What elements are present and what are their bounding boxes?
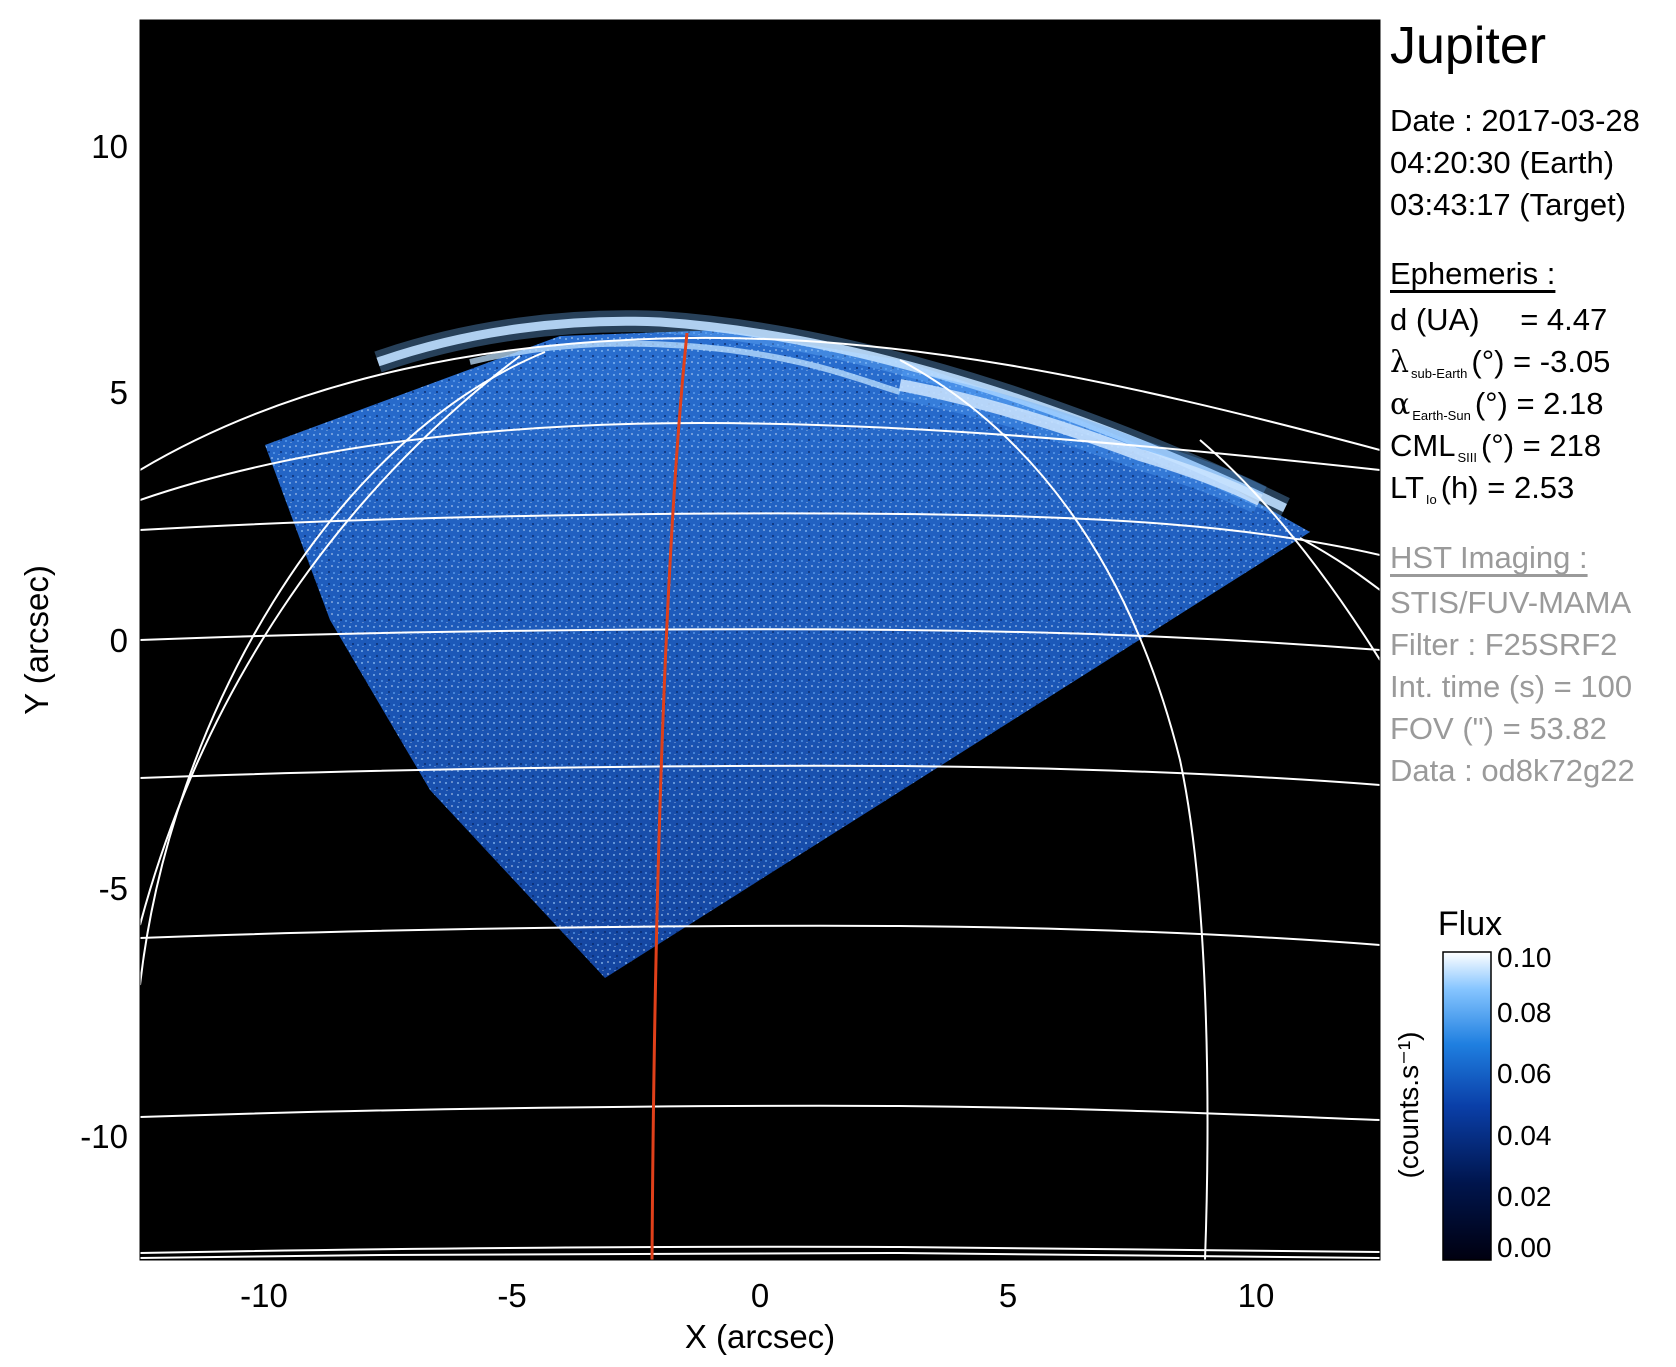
- lambda-subscript: sub-Earth: [1411, 366, 1468, 381]
- lt-subscript: Io: [1425, 492, 1437, 507]
- colorbar-tick-label: 0.10: [1497, 942, 1552, 973]
- colorbar-title: Flux: [1438, 905, 1502, 943]
- x-tick-label: 0: [751, 1277, 769, 1314]
- ephemeris-local-time: LT Io (h) = 2.53: [1390, 470, 1575, 507]
- x-tick-label: -5: [497, 1277, 526, 1314]
- hst-fov: FOV (") = 53.82: [1390, 711, 1607, 746]
- aurora-inner-arc: [898, 379, 1263, 506]
- y-tick-label: 10: [91, 128, 128, 165]
- ephemeris-latitude: λ sub-Earth (°) = -3.05: [1390, 344, 1611, 381]
- target-title: Jupiter: [1390, 17, 1547, 75]
- ephemeris-cml: CML SIII (°) = 218: [1390, 428, 1602, 465]
- y-tick-label: 0: [110, 622, 128, 659]
- hst-instrument: STIS/FUV-MAMA: [1390, 585, 1632, 620]
- lt-label: LT: [1390, 470, 1424, 505]
- x-axis-label: X (arcsec): [685, 1318, 835, 1355]
- earth-time: 04:20:30 (Earth): [1390, 145, 1615, 180]
- y-axis-label: Y (arcsec): [18, 565, 55, 715]
- hst-heading: HST Imaging :: [1390, 540, 1588, 575]
- y-tick-label: -5: [99, 870, 128, 907]
- x-tick-label: -10: [240, 1277, 288, 1314]
- colorbar: [1442, 951, 1492, 1261]
- colorbar-tick-label: 0.00: [1497, 1232, 1552, 1263]
- x-ticks: -10 -5 0 5 10: [240, 1277, 1274, 1314]
- hst-filter: Filter : F25SRF2: [1390, 627, 1618, 662]
- info-panel: Jupiter Date : 2017-03-28 04:20:30 (Eart…: [1390, 0, 1676, 1367]
- colorbar-tick-label: 0.04: [1497, 1120, 1552, 1151]
- alpha-subscript: Earth-Sun: [1412, 408, 1471, 423]
- y-ticks: 10 5 0 -5 -10: [80, 128, 128, 1155]
- y-tick-label: 5: [110, 374, 128, 411]
- date-line: Date : 2017-03-28: [1390, 103, 1640, 138]
- y-tick-label: -10: [80, 1118, 128, 1155]
- colorbar-unit-label: (counts.s⁻¹): [1393, 1031, 1424, 1178]
- lt-value: (h) = 2.53: [1440, 470, 1575, 505]
- x-tick-label: 5: [999, 1277, 1017, 1314]
- ephemeris-distance: d (UA) = 4.47: [1390, 302, 1607, 338]
- distance-value: = 4.47: [1520, 302, 1608, 337]
- x-tick-label: 10: [1238, 1277, 1275, 1314]
- target-time: 03:43:17 (Target): [1390, 187, 1627, 222]
- colorbar-tick-label: 0.08: [1497, 997, 1552, 1028]
- aurora-inner-arc-glow: [897, 370, 1267, 514]
- fov-noise: [265, 330, 1310, 978]
- hst-int-time: Int. time (s) = 100: [1390, 669, 1633, 704]
- cml-value: (°) = 218: [1480, 428, 1602, 463]
- longitude-grid: [140, 351, 1380, 1260]
- distance-label: d (UA): [1390, 302, 1480, 337]
- ephemeris-phase: α Earth-Sun (°) = 2.18: [1390, 386, 1604, 423]
- lambda-symbol: λ: [1390, 345, 1410, 380]
- hst-data-id: Data : od8k72g22: [1390, 753, 1635, 788]
- cml-label: CML: [1390, 428, 1456, 463]
- alpha-symbol: α: [1390, 387, 1411, 422]
- cml-subscript: SIII: [1457, 450, 1477, 465]
- colorbar-tick-label: 0.06: [1497, 1058, 1552, 1089]
- aurora-secondary-arc: [469, 340, 901, 395]
- latitude-grid: [140, 336, 1380, 1259]
- colorbar-ticks: 0.10 0.08 0.06 0.04 0.02 0.00: [1497, 942, 1552, 1263]
- ephemeris-heading: Ephemeris :: [1390, 256, 1556, 291]
- lambda-value: (°) = -3.05: [1471, 344, 1611, 379]
- colorbar-tick-label: 0.02: [1497, 1181, 1552, 1212]
- central-meridian: [650, 332, 689, 1260]
- alpha-value: (°) = 2.18: [1474, 386, 1604, 421]
- plot-frame: [139, 19, 1381, 1261]
